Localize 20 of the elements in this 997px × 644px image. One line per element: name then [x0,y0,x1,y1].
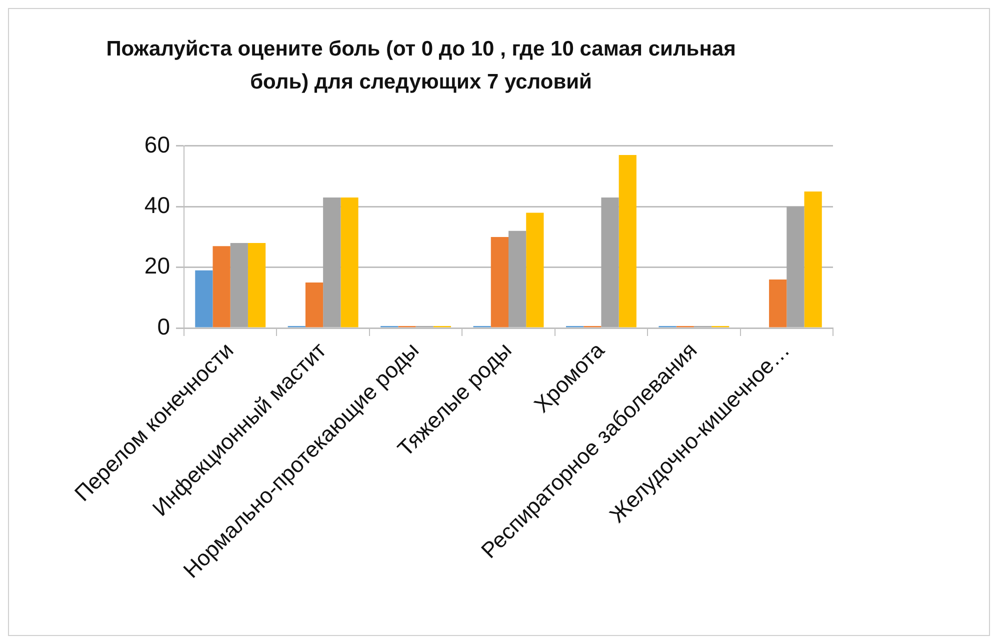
y-tick-label: 0 [157,313,170,340]
y-tick-label: 20 [144,252,170,279]
bar [490,236,508,328]
bar [769,279,787,328]
bar [601,198,619,328]
bar [195,270,213,328]
bar [212,246,230,328]
bar [248,243,266,328]
bar [508,230,526,328]
bar [305,282,324,328]
chart-title: Пожалуйста оцените боль (от 0 до 10 , где 10 самая сильная боль) для следующих 7 условий [106,37,736,94]
bar [804,191,822,328]
bar [618,155,636,328]
bar [230,243,248,328]
y-tick-label: 40 [144,192,170,218]
bar [323,198,341,328]
y-tick-label: 60 [144,131,170,158]
bar [340,198,358,328]
bar [526,212,544,328]
bar [786,206,804,328]
